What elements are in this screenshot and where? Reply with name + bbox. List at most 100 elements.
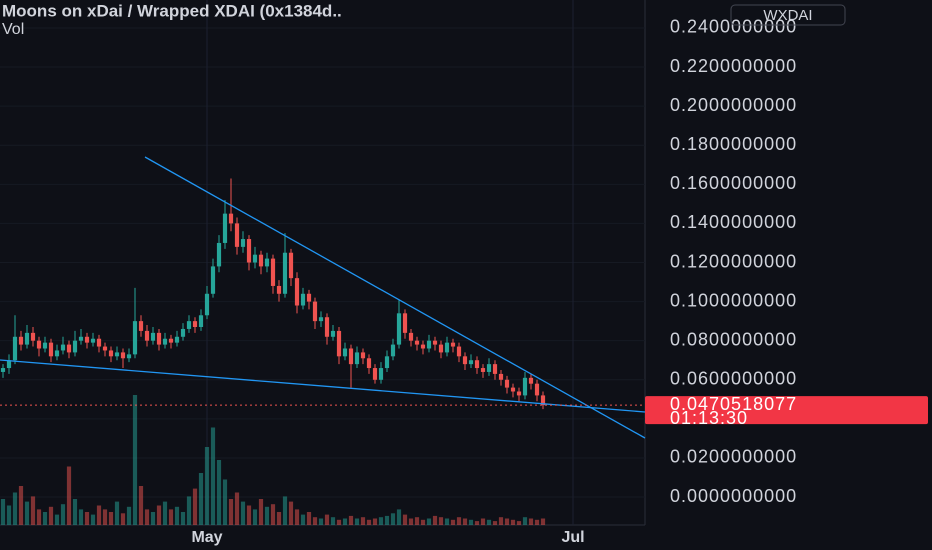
- y-tick-label: 0.0600000000: [670, 369, 797, 389]
- volume-bar: [264, 506, 270, 525]
- volume-bar: [318, 518, 324, 525]
- trend-line: [144, 156, 646, 439]
- candle-body: [366, 358, 372, 369]
- candle-body: [504, 379, 510, 388]
- y-tick-label: 0.1000000000: [670, 290, 797, 310]
- volume-bar: [300, 514, 306, 525]
- volume-bar: [96, 505, 102, 525]
- volume-bar: [366, 519, 372, 525]
- candle-body: [132, 321, 138, 355]
- y-tick-label: 0.1600000000: [670, 173, 797, 193]
- y-tick-label: 0.1200000000: [670, 251, 797, 271]
- candle-body: [498, 373, 504, 380]
- y-tick-label: 0.1400000000: [670, 212, 797, 232]
- candle-body: [330, 330, 336, 337]
- candle-body: [258, 254, 264, 267]
- candle-body: [42, 342, 48, 349]
- candle-body: [198, 315, 204, 328]
- candle-body: [270, 258, 276, 286]
- volume-bar: [348, 515, 354, 525]
- volume-bar: [528, 518, 534, 525]
- volume-bar: [102, 509, 108, 525]
- candle-body: [468, 360, 474, 365]
- candle-body: [114, 352, 120, 357]
- candle-body: [522, 377, 528, 396]
- axis-layer: 0.00000000000.02000000000.04000000000.06…: [0, 17, 928, 546]
- candle-body: [144, 330, 150, 341]
- volume-bar: [18, 486, 24, 525]
- candle-body: [54, 350, 60, 357]
- volume-bar: [456, 517, 462, 525]
- volume-bar: [516, 521, 522, 525]
- volume-bar: [84, 512, 90, 525]
- volume-bar: [246, 505, 252, 525]
- candle-body: [96, 338, 102, 347]
- volume-bar: [210, 427, 216, 525]
- candle-body: [102, 346, 108, 351]
- volume-bar: [216, 460, 222, 525]
- volume-bar: [228, 499, 234, 525]
- chart-title: Moons on xDai / Wrapped XDAI (0x1384d..: [2, 1, 342, 20]
- candle-body: [0, 368, 6, 372]
- volume-label: Vol: [2, 21, 24, 38]
- volume-bar: [396, 509, 402, 525]
- candle-body: [126, 354, 132, 359]
- volume-bar: [162, 501, 168, 525]
- y-tick-label: 0.2400000000: [670, 17, 797, 37]
- candle-body: [78, 336, 84, 341]
- candle-body: [240, 239, 246, 247]
- candle-body: [210, 266, 216, 294]
- volume-bar: [108, 512, 114, 525]
- volume-bar: [324, 514, 330, 525]
- volume-bar: [12, 492, 18, 525]
- candle-body: [342, 348, 348, 357]
- candle-body: [390, 344, 396, 357]
- volume-bar: [192, 488, 198, 525]
- candle-body: [486, 364, 492, 372]
- currency-button[interactable]: [730, 4, 846, 26]
- grid: [0, 0, 645, 525]
- candle-body: [6, 360, 12, 369]
- candle-body: [180, 328, 186, 337]
- candle-body: [336, 330, 342, 357]
- volume-bar: [66, 466, 72, 525]
- candle-body: [372, 368, 378, 380]
- volume-bar: [276, 512, 282, 525]
- volume-bar: [168, 509, 174, 525]
- volume-bar: [282, 496, 288, 525]
- volume-bar: [120, 513, 126, 525]
- candle-body: [492, 364, 498, 374]
- volume-bar: [6, 505, 12, 525]
- volume-bar: [462, 518, 468, 525]
- volume-bar: [186, 496, 192, 525]
- candle-body: [36, 340, 42, 349]
- currency-label[interactable]: WXDAI: [763, 7, 812, 24]
- candle-body: [294, 278, 300, 306]
- candle-body: [66, 344, 72, 353]
- volume-bar: [90, 514, 96, 525]
- volume-bar: [444, 518, 450, 525]
- candle-body: [378, 368, 384, 380]
- volume-bar: [354, 518, 360, 525]
- candle-body: [276, 285, 282, 294]
- volume-bar: [204, 447, 210, 525]
- volume-bar: [270, 504, 276, 525]
- volume-bar: [60, 504, 66, 525]
- candle-body: [516, 391, 522, 396]
- candle-body: [432, 340, 438, 345]
- volume-bar: [372, 518, 378, 525]
- y-tick-label: 0.0000000000: [670, 486, 797, 506]
- candle-body: [120, 352, 126, 359]
- y-tick-label: 0.0800000000: [670, 329, 797, 349]
- volume-bar: [138, 486, 144, 525]
- candle-body: [354, 352, 360, 365]
- volume-bar: [174, 506, 180, 525]
- candle-body: [162, 338, 168, 345]
- volume-bar: [150, 512, 156, 525]
- volume-bar: [54, 514, 60, 525]
- candle-body: [474, 360, 480, 369]
- volume-bar: [498, 517, 504, 525]
- y-tick-label: 0.0200000000: [670, 447, 797, 467]
- volume-bar: [72, 499, 78, 525]
